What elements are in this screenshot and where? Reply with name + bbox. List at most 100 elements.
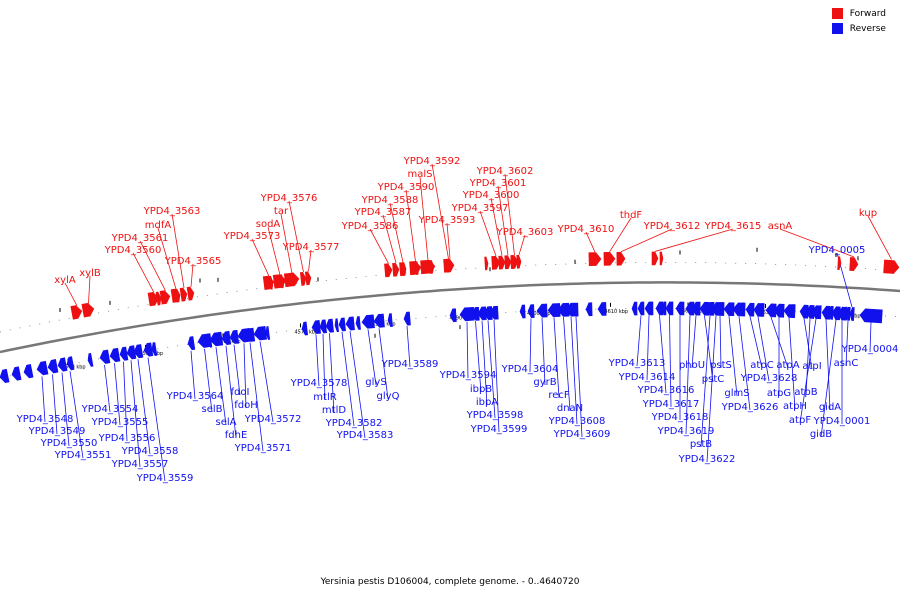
gene-label[interactable]: glyQ <box>377 391 400 402</box>
gene-label[interactable]: asnC <box>834 358 859 369</box>
gene-label[interactable]: atpI <box>802 361 821 372</box>
gene-label[interactable]: selA <box>216 417 237 428</box>
reverse-gene-arrow[interactable] <box>675 301 685 316</box>
reverse-gene-arrow[interactable] <box>265 326 271 340</box>
reverse-gene-arrow[interactable] <box>449 308 457 323</box>
gene-label[interactable]: thdF <box>620 210 643 221</box>
reverse-gene-arrow[interactable] <box>843 306 848 321</box>
gene-label[interactable]: mtlD <box>322 405 346 416</box>
forward-gene-arrow[interactable] <box>511 255 516 269</box>
gene-label[interactable]: YPD4_3587 <box>354 207 412 218</box>
reverse-gene-arrow[interactable] <box>345 316 355 331</box>
reverse-gene-arrow[interactable] <box>319 319 327 334</box>
gene-label[interactable]: YPD4_3612 <box>643 221 701 232</box>
gene-label[interactable]: YPD4_3593 <box>418 215 476 226</box>
reverse-gene-arrow[interactable] <box>773 303 785 318</box>
reverse-gene-arrow[interactable] <box>99 349 111 364</box>
gene-label[interactable]: YPD4_3564 <box>166 391 224 402</box>
gene-label[interactable]: atpF <box>789 415 811 426</box>
reverse-gene-arrow[interactable] <box>805 305 815 319</box>
forward-gene-arrow[interactable] <box>837 256 842 271</box>
gene-label[interactable]: YPD4_3561 <box>111 233 169 244</box>
gene-label[interactable]: atpC <box>750 360 773 371</box>
gene-label[interactable]: atpB <box>794 387 817 398</box>
gene-label[interactable]: YPD4_3549 <box>28 426 86 437</box>
forward-gene-arrow[interactable] <box>299 271 307 286</box>
gene-label[interactable]: YPD4_3609 <box>553 429 611 440</box>
forward-gene-arrow[interactable] <box>484 256 489 271</box>
gene-label[interactable]: YPD4_3572 <box>244 414 302 425</box>
forward-gene-arrow[interactable] <box>304 271 312 286</box>
gene-label[interactable]: YPD4_3616 <box>637 385 695 396</box>
reverse-gene-arrow[interactable] <box>765 303 777 318</box>
reverse-gene-arrow[interactable] <box>0 368 10 384</box>
reverse-gene-arrow[interactable] <box>338 317 346 332</box>
reverse-gene-arrow[interactable] <box>585 302 593 317</box>
gene-label[interactable]: YPD4_3603 <box>496 227 554 238</box>
gene-label[interactable]: YPD4_3583 <box>336 430 394 441</box>
gene-label[interactable]: YPD4_3602 <box>476 166 534 177</box>
gene-label[interactable]: YPD4_3613 <box>608 358 666 369</box>
gene-label[interactable]: xylA <box>54 275 76 286</box>
reverse-gene-arrow[interactable] <box>644 301 654 316</box>
reverse-gene-arrow[interactable] <box>753 303 763 317</box>
reverse-gene-arrow[interactable] <box>483 306 493 320</box>
reverse-gene-arrow[interactable] <box>573 302 579 317</box>
gene-label[interactable]: YPD4_3615 <box>704 221 762 232</box>
gene-label[interactable]: YPD4_3586 <box>341 221 399 232</box>
gene-label[interactable]: YPD4_3617 <box>642 399 700 410</box>
reverse-gene-arrow[interactable] <box>126 345 137 360</box>
forward-gene-arrow[interactable] <box>445 258 455 273</box>
gene-label[interactable]: YPD4_3573 <box>223 231 281 242</box>
forward-gene-arrow[interactable] <box>651 251 659 266</box>
reverse-gene-arrow[interactable] <box>665 301 674 316</box>
gene-label[interactable]: asnA <box>768 221 793 232</box>
reverse-gene-arrow[interactable] <box>403 311 411 326</box>
gene-label[interactable]: gidA <box>819 402 841 413</box>
gene-label[interactable]: YPD4_3614 <box>618 372 676 383</box>
reverse-gene-arrow[interactable] <box>828 305 834 320</box>
forward-gene-arrow[interactable] <box>283 272 300 288</box>
gene-label[interactable]: YPD4_3563 <box>143 206 201 217</box>
gene-label[interactable]: YPD4_3618 <box>651 412 709 423</box>
reverse-gene-arrow[interactable] <box>47 359 59 374</box>
gene-label[interactable]: YPD4_3548 <box>16 414 74 425</box>
reverse-gene-arrow[interactable] <box>536 303 548 318</box>
reverse-gene-arrow[interactable] <box>489 305 499 320</box>
gene-label[interactable]: YPD4_3551 <box>54 450 112 461</box>
forward-gene-arrow[interactable] <box>81 302 95 318</box>
reverse-gene-arrow[interactable] <box>661 301 667 316</box>
reverse-gene-arrow[interactable] <box>821 305 831 320</box>
reverse-gene-arrow[interactable] <box>719 302 724 316</box>
gene-label[interactable]: YPD4_3577 <box>282 242 340 253</box>
forward-gene-arrow[interactable] <box>392 262 400 277</box>
gene-label[interactable]: YPD4_3628 <box>740 373 798 384</box>
gene-label[interactable]: gyrB <box>533 377 556 388</box>
forward-gene-arrow[interactable] <box>659 251 664 266</box>
gene-label[interactable]: YPD4_0001 <box>813 416 871 427</box>
reverse-gene-arrow[interactable] <box>187 336 196 351</box>
reverse-gene-arrow[interactable] <box>723 302 735 317</box>
gene-label[interactable]: YPD4_3622 <box>678 454 736 465</box>
reverse-gene-arrow[interactable] <box>859 308 883 324</box>
gene-label[interactable]: YPD4_3557 <box>111 459 169 470</box>
reverse-gene-arrow[interactable] <box>325 318 334 333</box>
gene-label[interactable]: recF <box>548 390 570 401</box>
forward-gene-arrow[interactable] <box>616 251 622 266</box>
reverse-gene-arrow[interactable] <box>11 366 22 381</box>
gene-label[interactable]: YPD4_3560 <box>104 245 162 256</box>
gene-label[interactable]: glmS <box>724 388 749 399</box>
forward-gene-arrow[interactable] <box>429 260 435 274</box>
forward-gene-arrow[interactable] <box>186 286 195 301</box>
forward-gene-arrow[interactable] <box>504 255 512 270</box>
forward-gene-arrow[interactable] <box>491 255 501 270</box>
reverse-gene-arrow[interactable] <box>705 301 715 316</box>
reverse-gene-arrow[interactable] <box>221 330 232 346</box>
gene-label[interactable]: xylB <box>79 268 101 279</box>
gene-label[interactable]: YPD4_3597 <box>451 203 509 214</box>
forward-gene-arrow[interactable] <box>155 291 162 306</box>
gene-label[interactable]: YPD4_3594 <box>439 370 497 381</box>
forward-gene-arrow[interactable] <box>174 288 181 303</box>
gene-label[interactable]: YPD4_3554 <box>81 404 139 415</box>
forward-gene-arrow[interactable] <box>147 292 160 307</box>
